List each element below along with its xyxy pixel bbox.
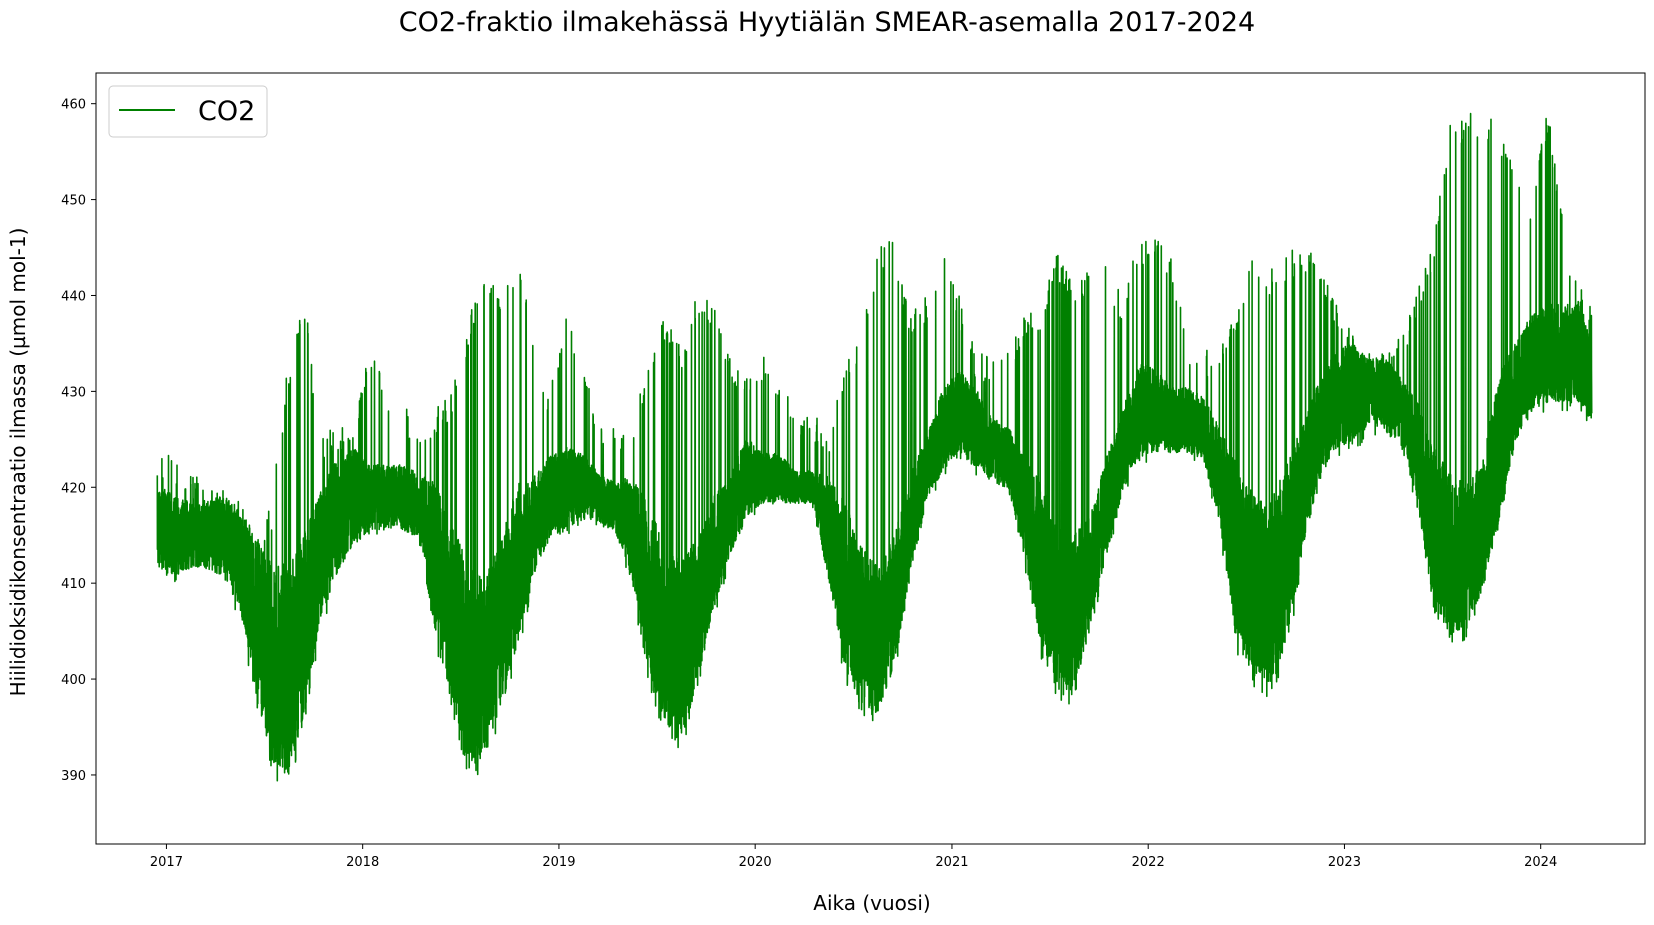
x-axis: 2017 2018 2019 2020 2021 2022 2023 2024	[150, 844, 1557, 870]
chart-title: CO2-fraktio ilmakehässä Hyytiälän SMEAR-…	[399, 7, 1255, 38]
series-layer	[156, 112, 1593, 782]
y-tick-label: 450	[61, 194, 86, 209]
x-tick-label: 2019	[542, 855, 575, 870]
x-tick-label: 2021	[935, 855, 968, 870]
x-tick-label: 2018	[346, 855, 379, 870]
legend: CO2	[108, 85, 268, 138]
y-tick-label: 460	[61, 98, 86, 113]
x-axis-label: Aika (vuosi)	[813, 891, 930, 915]
y-tick-label: 400	[61, 673, 86, 688]
plot-frame	[95, 72, 1646, 845]
x-tick-label: 2020	[739, 855, 772, 870]
y-tick-label: 430	[61, 385, 86, 400]
y-axis: 390 400 410 420 430 440 450 460	[61, 98, 96, 784]
y-axis-label: Hiilidioksidikonsentraatio ilmassa (µmol…	[6, 228, 30, 697]
x-tick-label: 2024	[1524, 855, 1557, 870]
y-tick-label: 410	[61, 577, 86, 592]
x-tick-label: 2017	[150, 855, 183, 870]
co2-series-line	[156, 112, 1593, 782]
y-tick-label: 440	[61, 289, 86, 304]
legend-box	[108, 85, 268, 138]
y-tick-label: 420	[61, 481, 86, 496]
legend-label: CO2	[198, 96, 255, 127]
y-tick-label: 390	[61, 769, 86, 784]
x-tick-label: 2023	[1328, 855, 1361, 870]
x-tick-label: 2022	[1132, 855, 1165, 870]
